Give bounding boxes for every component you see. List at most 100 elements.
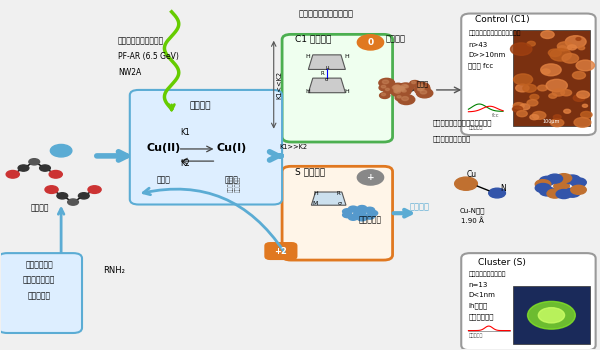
Text: 出発物質: 出発物質 <box>31 203 49 212</box>
Text: 電荷をもつクラスター: 電荷をもつクラスター <box>469 272 506 278</box>
Text: NW2A: NW2A <box>118 68 141 77</box>
Circle shape <box>383 88 394 93</box>
Circle shape <box>578 46 584 50</box>
Text: Cu-N結合: Cu-N結合 <box>459 207 485 214</box>
Text: Control (C1): Control (C1) <box>475 15 529 24</box>
Circle shape <box>523 84 536 92</box>
Circle shape <box>357 215 367 221</box>
Text: （化学的還元）: （化学的還元） <box>23 276 55 285</box>
Text: プロトン・: プロトン・ <box>229 176 234 192</box>
Circle shape <box>583 104 587 107</box>
Text: K2: K2 <box>181 159 190 168</box>
Text: R: R <box>320 71 324 76</box>
Circle shape <box>385 88 389 91</box>
Circle shape <box>397 86 409 93</box>
Circle shape <box>556 190 572 198</box>
Circle shape <box>418 88 422 91</box>
Text: N: N <box>500 184 506 194</box>
Circle shape <box>382 80 389 84</box>
Circle shape <box>397 86 403 90</box>
Text: fcc: fcc <box>493 113 500 118</box>
Circle shape <box>561 90 572 96</box>
Circle shape <box>530 94 539 100</box>
Circle shape <box>574 118 591 127</box>
Circle shape <box>394 90 398 92</box>
Circle shape <box>562 54 578 63</box>
Circle shape <box>354 210 365 217</box>
FancyBboxPatch shape <box>461 14 596 135</box>
Circle shape <box>577 91 589 98</box>
Circle shape <box>392 86 398 89</box>
Circle shape <box>549 93 557 98</box>
Circle shape <box>398 86 404 90</box>
Circle shape <box>455 177 478 190</box>
Circle shape <box>538 308 565 323</box>
Text: エシルギー: エシルギー <box>469 125 483 130</box>
Circle shape <box>402 90 406 92</box>
Circle shape <box>349 215 358 220</box>
Text: クラスタ: クラスタ <box>409 202 430 211</box>
Circle shape <box>581 111 592 118</box>
Text: アミンの添加: アミンの添加 <box>25 260 53 269</box>
Circle shape <box>401 84 413 91</box>
Text: H: H <box>344 54 349 59</box>
Circle shape <box>401 97 409 100</box>
Text: R: R <box>337 191 341 196</box>
Text: Cu(I): Cu(I) <box>216 143 247 153</box>
Text: Cu(II): Cu(II) <box>147 143 181 153</box>
Circle shape <box>358 35 383 50</box>
Circle shape <box>527 100 538 106</box>
Text: ナノ微粒子のマイクロドメイン: ナノ微粒子のマイクロドメイン <box>469 30 521 36</box>
Circle shape <box>393 85 407 93</box>
Polygon shape <box>308 55 346 69</box>
Circle shape <box>382 93 386 96</box>
Circle shape <box>550 49 571 61</box>
Circle shape <box>517 111 527 117</box>
Text: n>43: n>43 <box>469 42 488 48</box>
Text: H: H <box>305 54 310 59</box>
Circle shape <box>397 89 400 91</box>
Circle shape <box>527 41 535 46</box>
Circle shape <box>548 49 561 57</box>
Text: ４配位: ４配位 <box>157 175 171 184</box>
Circle shape <box>515 84 529 92</box>
Circle shape <box>380 92 390 98</box>
Text: K1>>K2: K1>>K2 <box>279 144 307 149</box>
Circle shape <box>572 71 586 79</box>
Text: 1.90 Å: 1.90 Å <box>461 217 484 224</box>
Circle shape <box>397 96 401 98</box>
Circle shape <box>343 212 352 218</box>
Text: S モノマー: S モノマー <box>295 168 325 177</box>
Circle shape <box>535 180 551 189</box>
Circle shape <box>553 115 561 119</box>
Circle shape <box>49 170 62 178</box>
Circle shape <box>511 43 532 55</box>
Circle shape <box>389 83 406 93</box>
Circle shape <box>394 85 412 95</box>
Circle shape <box>18 165 29 171</box>
Circle shape <box>395 90 400 93</box>
Circle shape <box>418 87 424 90</box>
Circle shape <box>88 186 101 194</box>
Circle shape <box>79 193 89 199</box>
Text: K1: K1 <box>181 128 190 137</box>
Circle shape <box>392 84 409 94</box>
Circle shape <box>45 186 58 194</box>
Circle shape <box>539 187 555 196</box>
Text: アミド配位: アミド配位 <box>235 176 241 192</box>
Text: 核成長: 核成長 <box>416 80 428 87</box>
Text: C1 モノマー: C1 モノマー <box>295 34 332 43</box>
Circle shape <box>550 119 564 127</box>
Text: 放射線還元と化学反応の協奏）: 放射線還元と化学反応の協奏） <box>433 119 492 126</box>
Text: 金属的 fcc: 金属的 fcc <box>469 62 494 69</box>
Circle shape <box>421 85 425 88</box>
Circle shape <box>527 301 575 329</box>
Circle shape <box>557 42 572 51</box>
Polygon shape <box>308 78 346 93</box>
Circle shape <box>547 189 563 198</box>
Circle shape <box>532 111 546 119</box>
Circle shape <box>512 106 523 112</box>
Text: M: M <box>313 201 318 206</box>
Circle shape <box>389 85 407 96</box>
Text: とリガンド: とリガンド <box>28 291 50 300</box>
